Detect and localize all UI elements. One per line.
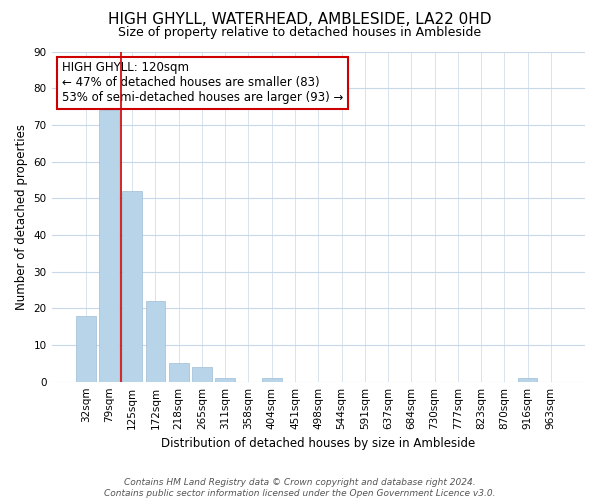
Text: HIGH GHYLL, WATERHEAD, AMBLESIDE, LA22 0HD: HIGH GHYLL, WATERHEAD, AMBLESIDE, LA22 0… bbox=[108, 12, 492, 28]
Y-axis label: Number of detached properties: Number of detached properties bbox=[15, 124, 28, 310]
Bar bbox=[169, 364, 188, 382]
X-axis label: Distribution of detached houses by size in Ambleside: Distribution of detached houses by size … bbox=[161, 437, 475, 450]
Bar bbox=[215, 378, 235, 382]
Bar bbox=[122, 191, 142, 382]
Bar bbox=[518, 378, 538, 382]
Text: Contains HM Land Registry data © Crown copyright and database right 2024.
Contai: Contains HM Land Registry data © Crown c… bbox=[104, 478, 496, 498]
Bar bbox=[192, 367, 212, 382]
Text: Size of property relative to detached houses in Ambleside: Size of property relative to detached ho… bbox=[118, 26, 482, 39]
Text: HIGH GHYLL: 120sqm
← 47% of detached houses are smaller (83)
53% of semi-detache: HIGH GHYLL: 120sqm ← 47% of detached hou… bbox=[62, 62, 344, 104]
Bar bbox=[146, 301, 166, 382]
Bar bbox=[262, 378, 281, 382]
Bar bbox=[76, 316, 95, 382]
Bar bbox=[99, 110, 119, 382]
